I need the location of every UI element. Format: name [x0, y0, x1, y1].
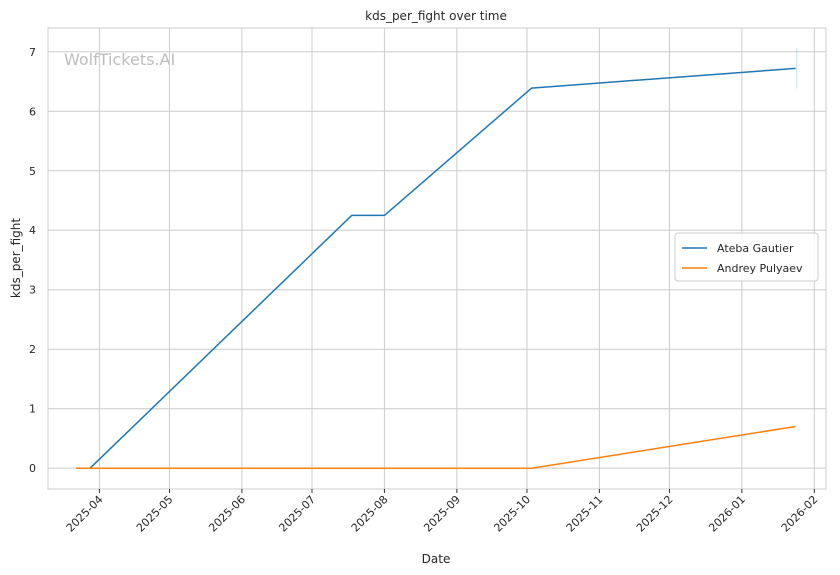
y-tick-label: 0 [29, 462, 36, 475]
series-line-0 [89, 67, 796, 469]
plot-frame [47, 27, 827, 490]
y-axis-label: kds_per_fight [9, 218, 23, 299]
y-tick-label: 3 [29, 284, 36, 297]
y-tick-label: 4 [29, 224, 36, 237]
legend-label-0: Ateba Gautier [717, 242, 794, 255]
y-axis-ticks: 0 1 2 3 4 5 6 7 [29, 46, 36, 475]
y-tick-label: 6 [29, 105, 36, 118]
chart-title: kds_per_fight over time [365, 9, 507, 23]
series-lines [76, 48, 798, 469]
legend-box [674, 232, 819, 282]
watermark: WolfTickets.AI [64, 50, 175, 69]
series-line-1 [76, 425, 796, 469]
legend-label-1: Andrey Pulyaev [717, 262, 803, 275]
x-axis-label: Date [422, 552, 451, 566]
y-tick-label: 2 [29, 343, 36, 356]
legend: Ateba Gautier Andrey Pulyaev [674, 232, 819, 282]
y-tick-label: 1 [29, 403, 36, 416]
y-tick-label: 5 [29, 165, 36, 178]
y-tick-label: 7 [29, 46, 36, 59]
